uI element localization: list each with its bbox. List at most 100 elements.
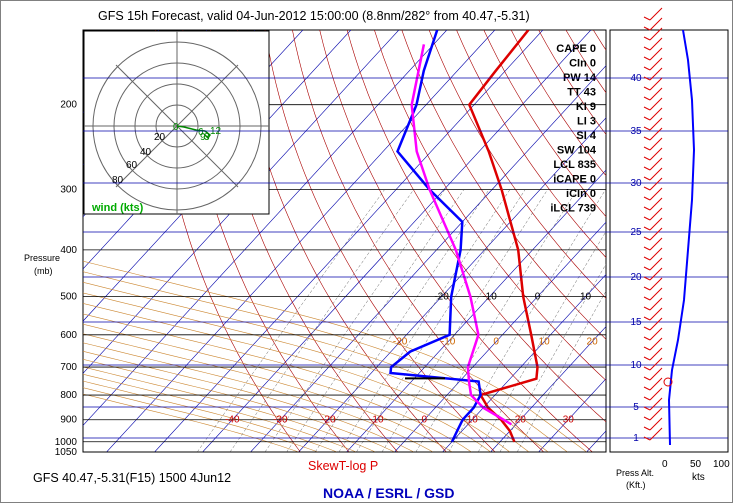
height-tick-label: 35 <box>630 126 642 137</box>
wind-barb-flag <box>643 296 651 301</box>
index-icape: iCAPE 0 <box>553 174 596 186</box>
temperature-label: -10 <box>482 292 497 303</box>
wind-barb <box>649 347 663 361</box>
pressure-tick-label: 1050 <box>55 447 78 458</box>
footer-station: GFS 40.47,-5.31(F15) 1500 4Jun12 <box>33 471 231 485</box>
temperature-label: 20 <box>587 337 599 348</box>
index-icin: iCIn 0 <box>566 188 596 200</box>
wind-barb-flag <box>643 356 651 361</box>
wind-barb-flag <box>643 416 651 421</box>
wind-barb <box>649 57 663 71</box>
wind-barb-flag <box>643 136 651 141</box>
mixing-ratio-line <box>356 189 526 452</box>
moist-adiabat-line <box>83 358 395 452</box>
moist-adiabat-line <box>83 303 510 452</box>
isotherm-line <box>154 30 544 452</box>
wind-barb <box>649 7 663 21</box>
wind-barb <box>649 77 663 91</box>
height-tick-label: 15 <box>630 317 642 328</box>
index-ilcl: iLCL 739 <box>550 203 596 215</box>
wind-barb <box>649 87 663 101</box>
isotherm-line <box>490 326 606 452</box>
moist-adiabat-line <box>83 380 338 452</box>
temperature-labels: -20-1001020304050607080-20-10010203040-4… <box>225 292 599 426</box>
wind-barb <box>649 27 663 41</box>
chart-title: GFS 15h Forecast, valid 04-Jun-2012 15:0… <box>98 9 530 23</box>
isotherm-line <box>83 30 352 322</box>
temperature-label: 0 <box>493 337 499 348</box>
hodo-height-label: 0 <box>173 122 179 133</box>
moist-adiabat-line <box>83 393 299 452</box>
wind-barb-flag <box>643 16 651 21</box>
height-tick-label: 5 <box>633 402 639 413</box>
wind-axis-label: Press Alt. <box>616 468 654 478</box>
wind-barb <box>649 247 663 261</box>
mixing-ratio-line <box>286 189 465 452</box>
wind-barb-flag <box>643 326 651 331</box>
mixing-ratio-line <box>264 189 446 452</box>
wind-barb <box>649 107 663 121</box>
moist-adiabat-line <box>83 271 568 452</box>
wind-barb-flag <box>643 176 651 181</box>
wind-barb <box>649 137 663 151</box>
dry-adiabat-line <box>428 30 606 299</box>
wind-barb-flag <box>643 236 651 241</box>
index-li: LI 3 <box>577 116 596 128</box>
wind-barb <box>649 97 663 111</box>
wind-barb <box>649 297 663 311</box>
index-ki: KI 9 <box>576 101 596 113</box>
wind-barb <box>649 17 663 31</box>
wind-barb-flag <box>643 86 651 91</box>
wind-barb-flag <box>643 366 651 371</box>
temperature-label: -20 <box>434 292 449 303</box>
wind-barb-flag <box>643 106 651 111</box>
wind-barb-flag <box>643 186 651 191</box>
pressure-tick-label: 600 <box>60 330 77 341</box>
parcel-trace <box>410 44 512 426</box>
moist-adiabat-line <box>83 366 376 452</box>
wind-barb-flag <box>643 226 651 231</box>
wind-barb-flag <box>643 66 651 71</box>
wind-barb-flag <box>643 96 651 101</box>
height-tick-label: 25 <box>630 227 642 238</box>
footer-chart-type: SkewT-log P <box>308 459 378 473</box>
hodograph: 20 40 60 80 0 6 3 12 9 wind (kts) <box>83 30 270 215</box>
wind-barb <box>649 337 663 351</box>
wind-barb-flag <box>643 276 651 281</box>
wind-barb-flag <box>643 126 651 131</box>
wind-barb-flag <box>643 336 651 341</box>
wind-barb-flag <box>643 376 651 381</box>
mixing-ratio-lines <box>197 189 606 452</box>
pressure-tick-label: 1000 <box>55 437 78 448</box>
moist-adiabat-line <box>83 323 472 452</box>
mixing-ratio-line <box>338 189 511 452</box>
wind-barb <box>649 307 663 321</box>
isotherm-line <box>202 30 592 452</box>
temperature-label: 0 <box>422 415 428 426</box>
temperature-label: -20 <box>321 415 336 426</box>
temperature-label: -30 <box>273 415 288 426</box>
hodo-ring-label: 20 <box>154 132 166 143</box>
wind-barb <box>649 177 663 191</box>
hodo-ring-label: 80 <box>112 175 124 186</box>
height-tick-label: 20 <box>630 272 642 283</box>
wind-barb-flag <box>643 386 651 391</box>
height-tick-label: 40 <box>630 73 642 84</box>
wind-barb <box>649 117 663 131</box>
wind-axis-unit: kts <box>692 472 705 483</box>
wind-barb <box>649 327 663 341</box>
mixing-ratio-line <box>381 189 548 452</box>
wind-barb <box>649 47 663 61</box>
hodo-height-label: 3 <box>204 132 210 143</box>
wind-barb-flag <box>643 26 651 31</box>
wind-barb <box>649 377 663 391</box>
isotherm-line <box>250 65 606 452</box>
hodo-height-label: 9 <box>200 132 206 143</box>
wind-barb-flag <box>643 396 651 401</box>
isotherm-line <box>83 30 400 374</box>
isotherm-line <box>442 273 606 452</box>
wind-barb <box>649 67 663 81</box>
wind-barb <box>649 227 663 241</box>
